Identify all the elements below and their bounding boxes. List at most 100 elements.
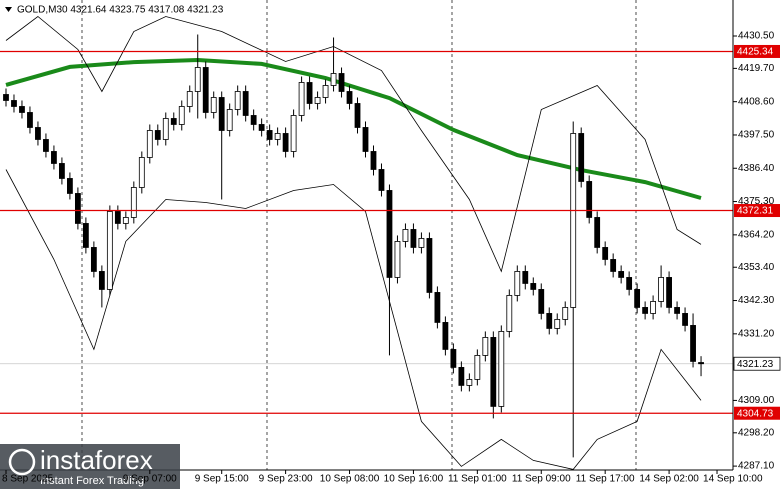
candle-body — [306, 82, 313, 104]
level-label-box — [734, 406, 780, 420]
candle-body — [674, 307, 680, 314]
candle-body — [546, 313, 553, 329]
level-label-box — [734, 44, 780, 58]
candle-body — [298, 82, 305, 116]
y-tick-label: 4397.50 — [738, 130, 775, 141]
candle-body — [490, 337, 497, 407]
candle-body — [586, 181, 593, 218]
candle-body — [322, 85, 329, 98]
y-tick-label: 4342.30 — [738, 295, 775, 306]
candle-body — [266, 130, 273, 140]
candle-body — [82, 223, 89, 248]
y-tick-label: 4419.70 — [738, 63, 775, 74]
candle-body — [274, 133, 281, 140]
candle-body — [634, 289, 641, 308]
candle-body — [658, 277, 664, 302]
candle-body — [282, 133, 289, 152]
candle-body — [59, 163, 65, 179]
candle-body — [330, 73, 337, 86]
candle-body — [162, 118, 169, 140]
x-tick-label: 9 Sep 23:00 — [259, 474, 313, 485]
candle-body — [378, 169, 385, 191]
x-tick-label: 11 Sep 01:00 — [448, 474, 507, 485]
level-label-box — [734, 204, 780, 218]
level-label: 4372.31 — [737, 206, 774, 217]
indicator-line — [5, 15, 702, 273]
x-tick-label: 8 Sep 2025 — [2, 474, 54, 485]
candle-body — [666, 277, 672, 308]
candle-body — [562, 307, 569, 320]
candle-body — [146, 130, 153, 158]
x-tick-label: 11 Sep 17:00 — [576, 474, 635, 485]
candle-body — [67, 178, 73, 194]
candle-body — [51, 151, 57, 164]
candle-body — [130, 187, 137, 218]
candle-body — [74, 193, 81, 224]
candle-body — [346, 91, 353, 104]
y-tick-label: 4386.40 — [738, 163, 775, 174]
candle-body — [154, 130, 161, 140]
candle-body — [250, 115, 257, 125]
x-tick-label: 11 Sep 09:00 — [512, 474, 571, 485]
y-tick-label: 4331.20 — [738, 328, 775, 339]
candle-body — [114, 211, 121, 224]
watermark-logo — [8, 448, 36, 476]
current-price-box — [733, 356, 781, 371]
candle-body — [3, 94, 9, 101]
x-tick-label: 9 Sep 15:00 — [195, 474, 249, 485]
candle-body — [514, 271, 521, 296]
candle-body — [194, 67, 201, 92]
candle-body — [106, 211, 113, 290]
candle-body — [418, 238, 425, 248]
candle-body — [138, 157, 145, 188]
candle-body — [626, 277, 633, 290]
candle-body — [226, 109, 233, 131]
candle-body — [43, 139, 49, 152]
candle-body — [242, 91, 249, 116]
candle-body — [370, 151, 377, 170]
candle-body — [698, 362, 704, 365]
indicator-line — [5, 57, 702, 200]
chart-title: GOLD,M30 4321.64 4323.75 4317.08 4321.23 — [17, 5, 224, 16]
candle-body — [474, 355, 481, 380]
candle-body — [410, 229, 417, 248]
candle-body — [258, 124, 265, 131]
candle-body — [442, 322, 449, 350]
candle-body — [234, 91, 241, 110]
watermark-tagline: Instant Forex Trading — [40, 475, 144, 487]
x-tick-label: 10 Sep 08:00 — [320, 474, 380, 485]
candle-body — [506, 295, 513, 332]
candle-body — [338, 73, 345, 92]
candle-body — [642, 307, 649, 314]
candle-body — [650, 301, 657, 314]
candle-body — [482, 337, 489, 356]
watermark-brand: instaforex — [40, 445, 153, 475]
candle-body — [170, 118, 177, 125]
candle-body — [466, 379, 473, 386]
y-tick-label: 4298.20 — [738, 427, 775, 438]
level-label: 4304.73 — [737, 408, 774, 419]
candle-body — [210, 97, 217, 113]
separators — [81, 0, 637, 470]
candle-body — [27, 112, 33, 128]
y-tick-label: 4309.00 — [738, 395, 775, 406]
level-label: 4425.34 — [737, 47, 774, 58]
candle-body — [122, 217, 129, 224]
candle-body — [402, 229, 409, 242]
candle-body — [202, 67, 209, 113]
y-tick-label: 4408.60 — [738, 96, 775, 107]
candle-body — [290, 115, 297, 152]
candle-body — [394, 241, 401, 278]
candle-body — [594, 217, 601, 248]
y-tick-label: 4375.30 — [738, 196, 775, 207]
x-tick-label: 14 Sep 10:00 — [703, 474, 763, 485]
candle-body — [362, 127, 369, 152]
x-tick-label: 14 Sep 02:00 — [639, 474, 699, 485]
y-tick-label: 4353.40 — [738, 262, 775, 273]
y-tick-label: 4364.20 — [738, 229, 775, 240]
candle-body — [426, 238, 433, 293]
current-price-label: 4321.23 — [737, 359, 774, 370]
candle-body — [554, 319, 561, 329]
candle-body — [498, 331, 505, 407]
